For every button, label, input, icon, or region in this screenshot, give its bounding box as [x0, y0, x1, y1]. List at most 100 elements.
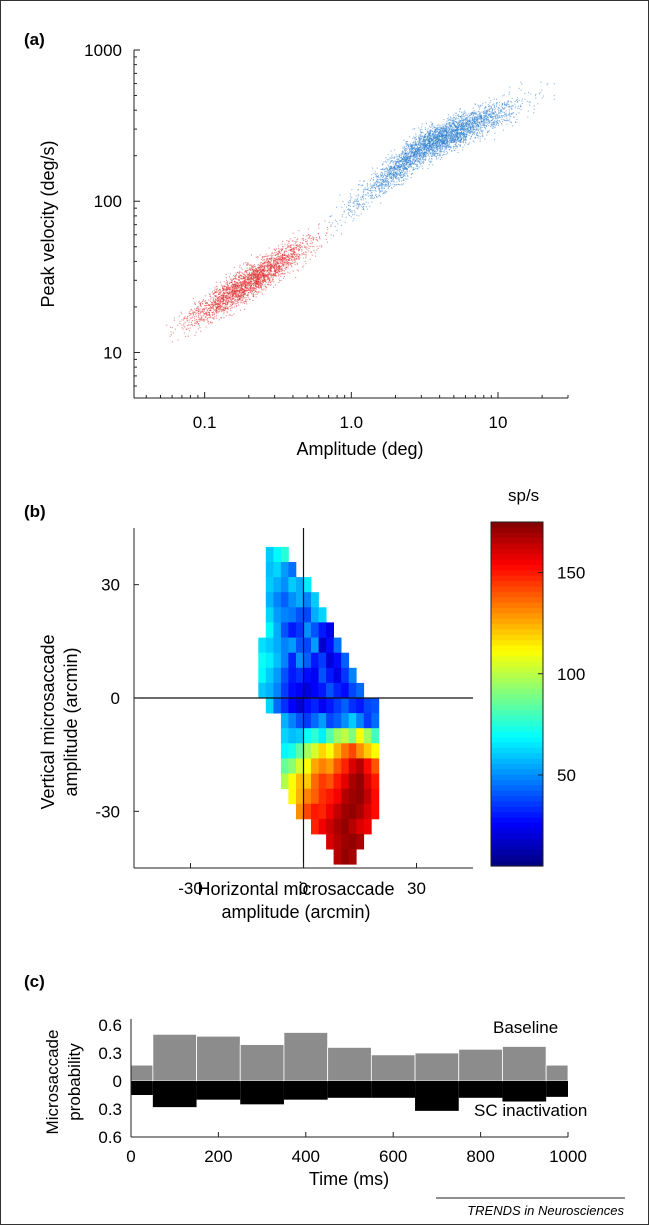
scatter-point — [403, 152, 405, 154]
scatter-point — [205, 300, 207, 302]
scatter-point — [271, 267, 273, 269]
scatter-point — [315, 239, 317, 241]
scatter-point — [211, 301, 213, 303]
scatter-point — [257, 268, 259, 270]
scatter-point — [442, 148, 444, 150]
scatter-point — [296, 239, 298, 241]
scatter-point — [446, 120, 448, 122]
scatter-point — [266, 264, 268, 266]
scatter-point — [192, 312, 194, 314]
scatter-point — [218, 307, 220, 309]
scatter-point — [219, 292, 221, 294]
scatter-point — [188, 312, 190, 314]
scatter-point — [234, 283, 236, 285]
scatter-point — [279, 262, 281, 264]
scatter-point — [224, 288, 226, 290]
scatter-point — [493, 107, 495, 109]
scatter-point — [533, 112, 535, 114]
scatter-point — [209, 314, 211, 316]
scatter-point — [232, 286, 234, 288]
scatter-point — [255, 271, 257, 273]
scatter-point — [419, 162, 421, 164]
scatter-point — [459, 108, 461, 110]
scatter-point — [265, 286, 267, 288]
scatter-point — [401, 184, 403, 186]
scatter-point — [285, 256, 287, 258]
scatter-point — [250, 277, 252, 279]
scatter-point — [316, 249, 318, 251]
scatter-point — [243, 291, 245, 293]
scatter-point — [492, 118, 494, 120]
scatter-point — [297, 249, 299, 251]
scatter-point — [456, 131, 458, 133]
scatter-point — [431, 150, 433, 152]
scatter-point — [384, 191, 386, 193]
scatter-point — [257, 277, 259, 279]
scatter-point — [240, 283, 242, 285]
scatter-point — [375, 184, 377, 186]
scatter-point — [206, 301, 208, 303]
scatter-point — [256, 283, 258, 285]
scatter-point — [454, 121, 456, 123]
scatter-point — [224, 305, 226, 307]
scatter-point — [230, 297, 232, 299]
scatter-point — [410, 143, 412, 145]
scatter-point — [372, 187, 374, 189]
scatter-point — [226, 279, 228, 281]
scatter-point — [491, 123, 493, 125]
scatter-point — [471, 131, 473, 133]
scatter-point — [204, 319, 206, 321]
scatter-point — [414, 153, 416, 155]
scatter-point — [473, 110, 475, 112]
scatter-point — [296, 255, 298, 257]
scatter-point — [301, 252, 303, 254]
scatter-point — [438, 132, 440, 134]
scatter-point — [237, 295, 239, 297]
scatter-point — [437, 148, 439, 150]
scatter-point — [431, 155, 433, 157]
scatter-point — [403, 158, 405, 160]
scatter-point — [429, 152, 431, 154]
scatter-point — [410, 157, 412, 159]
scatter-point — [440, 140, 442, 142]
scatter-point — [456, 134, 458, 136]
scatter-point — [442, 138, 444, 140]
scatter-point — [406, 145, 408, 147]
scatter-point — [214, 294, 216, 296]
scatter-point — [195, 311, 197, 313]
scatter-point — [301, 248, 303, 250]
scatter-point — [420, 155, 422, 157]
scatter-point — [268, 262, 270, 264]
scatter-point — [253, 274, 255, 276]
scatter-point — [423, 155, 425, 157]
scatter-point — [379, 181, 381, 183]
scatter-point — [463, 137, 465, 139]
scatter-point — [366, 208, 368, 210]
scatter-point — [208, 303, 210, 305]
scatter-point — [251, 269, 253, 271]
scatter-point — [244, 280, 246, 282]
scatter-point — [281, 248, 283, 250]
scatter-point — [477, 125, 479, 127]
scatter-point — [451, 128, 453, 130]
scatter-point — [462, 122, 464, 124]
scatter-point — [263, 256, 265, 258]
scatter-point — [204, 295, 206, 297]
scatter-point — [222, 294, 224, 296]
scatter-point — [495, 113, 497, 115]
scatter-point — [256, 291, 258, 293]
scatter-point — [439, 148, 441, 150]
scatter-point — [249, 298, 251, 300]
scatter-point — [385, 190, 387, 192]
scatter-point — [455, 145, 457, 147]
scatter-point — [384, 179, 386, 181]
scatter-point — [326, 226, 328, 228]
scatter-point — [214, 303, 216, 305]
scatter-point — [257, 286, 259, 288]
scatter-point — [285, 267, 287, 269]
scatter-point — [229, 281, 231, 283]
scatter-point — [268, 281, 270, 283]
scatter-point — [298, 255, 300, 257]
scatter-point — [258, 291, 260, 293]
scatter-point — [285, 250, 287, 252]
